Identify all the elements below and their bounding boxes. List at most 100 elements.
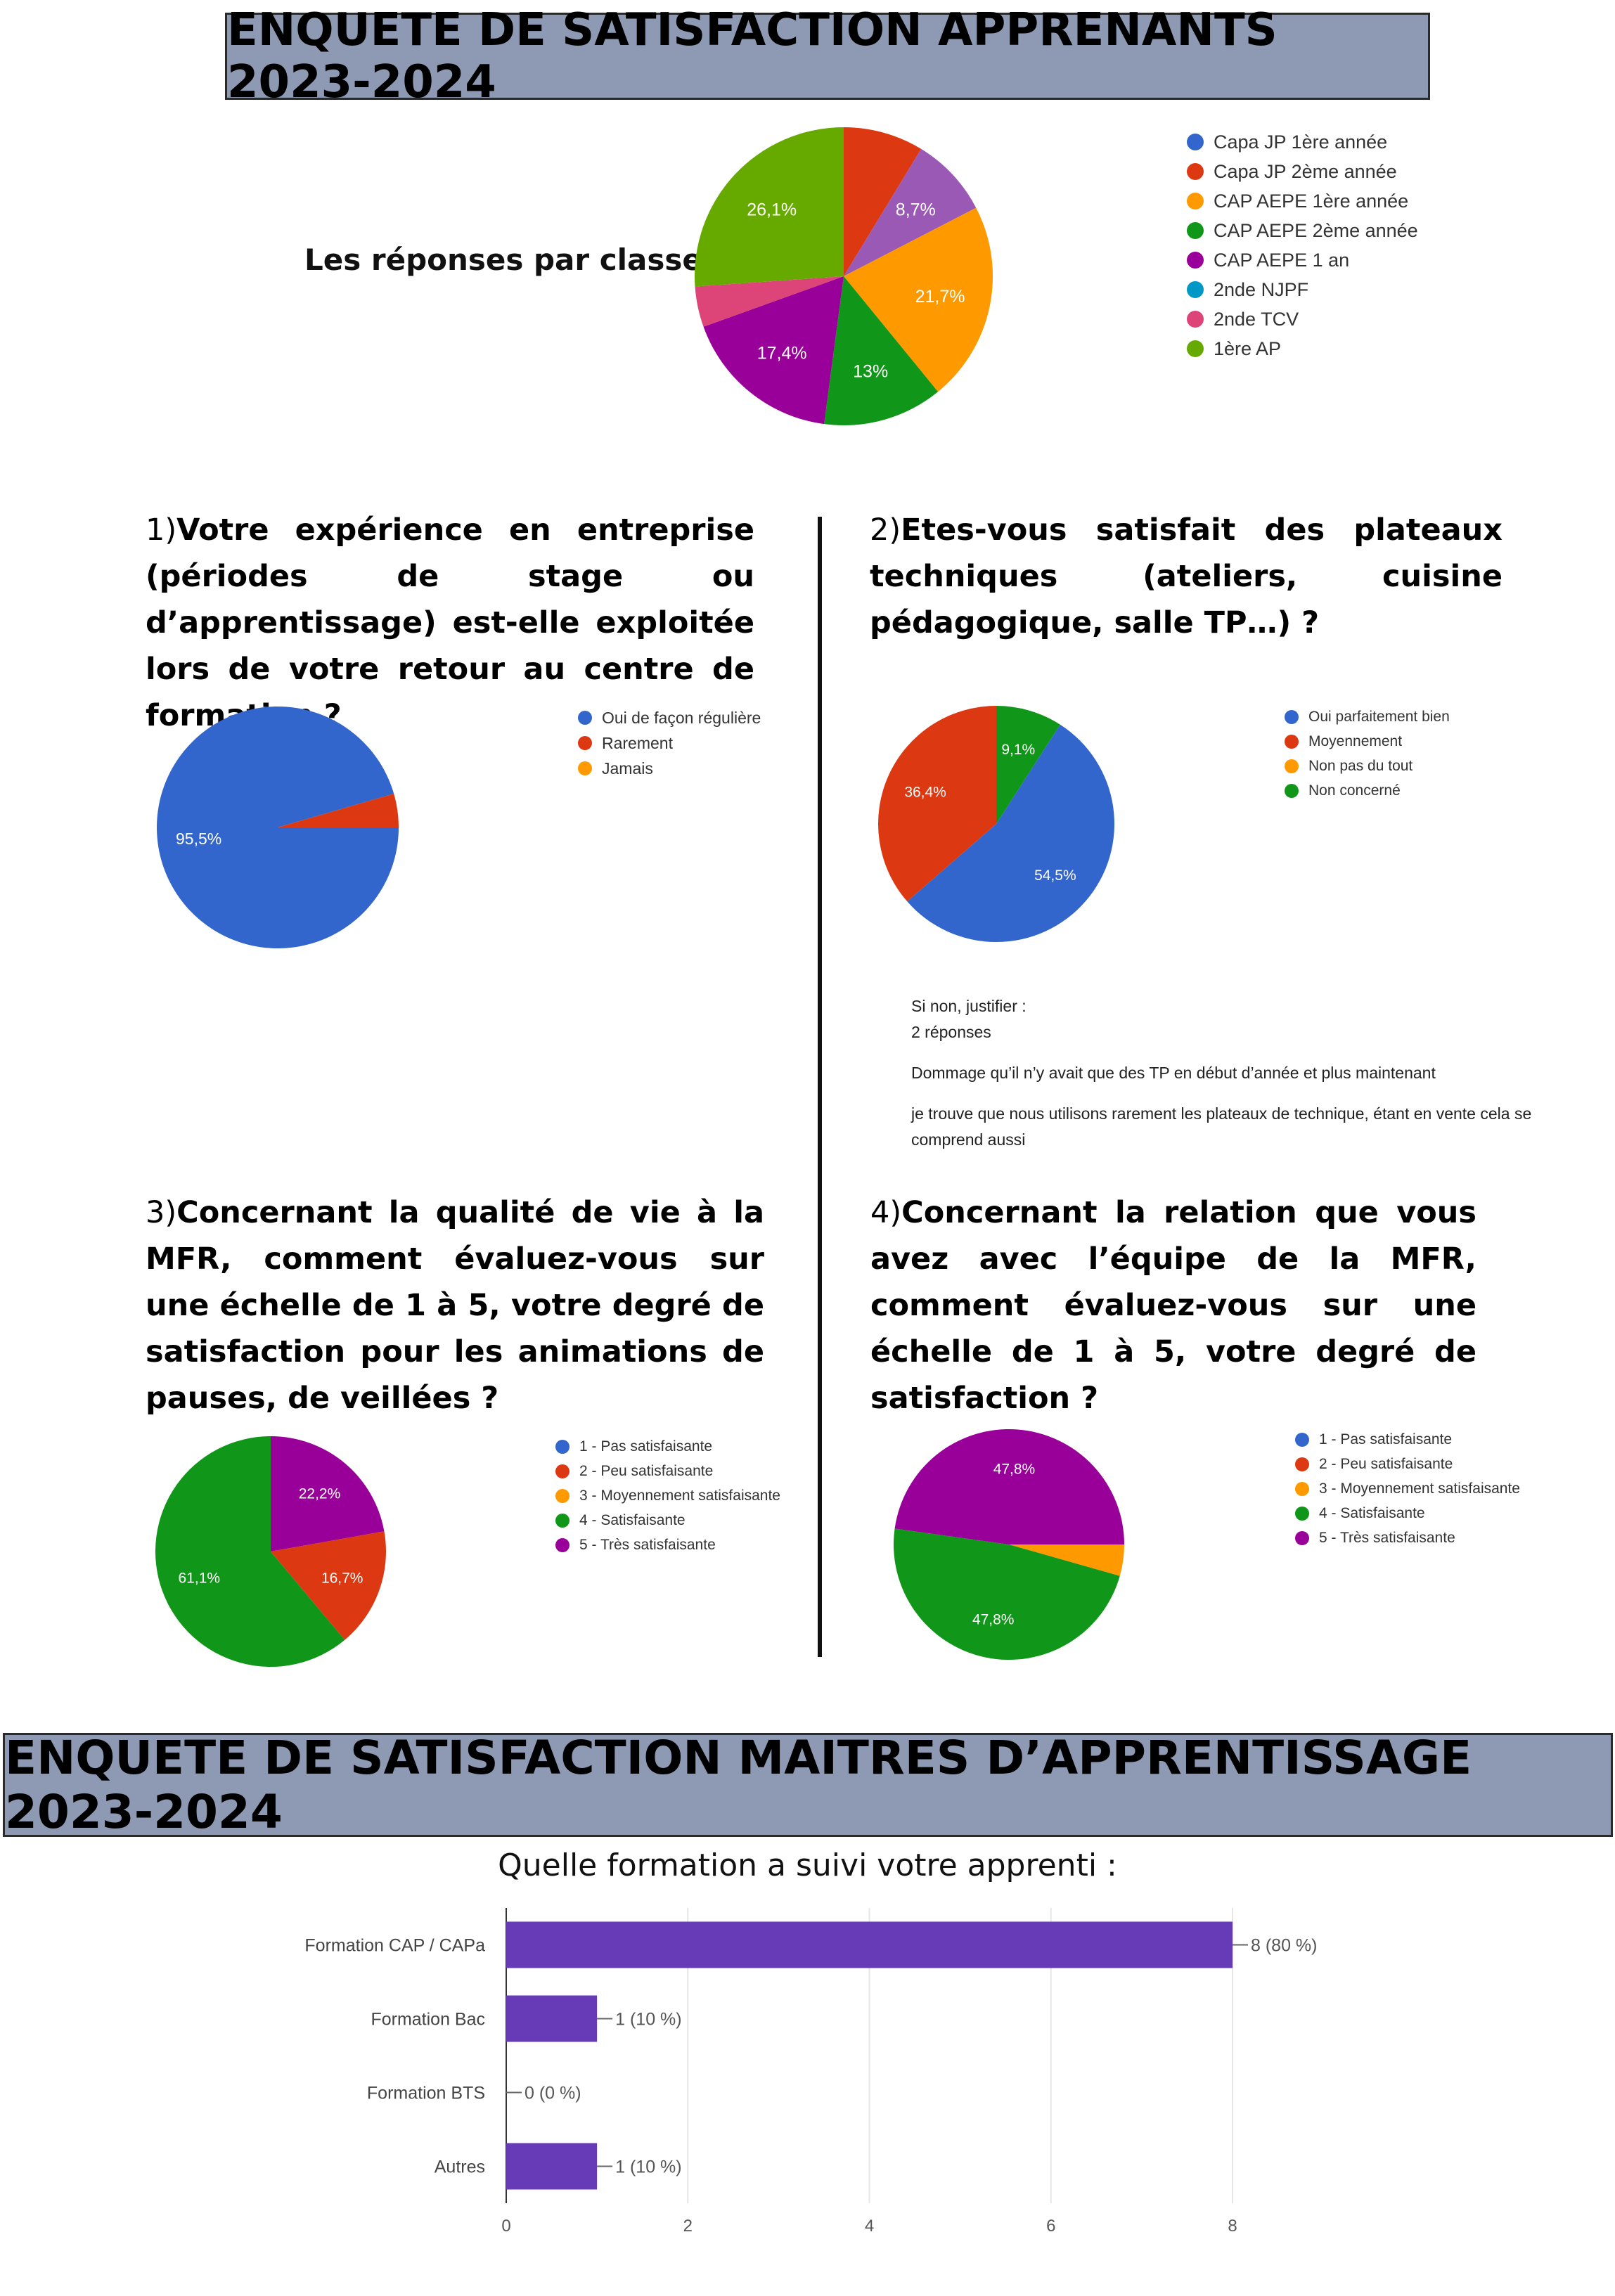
legend-label: Capa JP 1ère année bbox=[1214, 131, 1388, 153]
legend-dot-icon bbox=[555, 1488, 570, 1503]
question-number: 3) bbox=[146, 1195, 177, 1230]
pie-slice-label: 47,8% bbox=[993, 1461, 1036, 1477]
pie-slice-label: 22,2% bbox=[299, 1485, 341, 1502]
legend-q1: Oui de façon régulière Rarement Jamais bbox=[578, 705, 761, 781]
category-label: Formation BTS bbox=[367, 2084, 485, 2103]
column-divider bbox=[818, 517, 822, 1657]
justify-title: Si non, justifier : bbox=[911, 997, 1027, 1015]
legend-item: CAP AEPE 2ème année bbox=[1187, 216, 1418, 245]
bar-chart-training: 0 2 4 6 8 Formation CAP / CAPa 8 (80 %) Formati… bbox=[304, 1908, 1317, 2236]
legend-q4: 1 - Pas satisfaisante 2 - Peu satisfaisan… bbox=[1295, 1427, 1520, 1550]
category-label: Formation CAP / CAPa bbox=[304, 1936, 485, 1956]
legend-label: 2 - Peu satisfaisante bbox=[579, 1462, 714, 1479]
pie-slice-label: 61,1% bbox=[179, 1570, 221, 1586]
legend-label: 3 - Moyennement satisfaisante bbox=[579, 1487, 780, 1504]
pie-slice-label: 8,7% bbox=[896, 200, 936, 219]
x-tick-label: 6 bbox=[1046, 2217, 1055, 2236]
legend-label: 5 - Très satisfaisante bbox=[1319, 1529, 1455, 1546]
value-label: 1 (10 %) bbox=[615, 2158, 681, 2177]
legend-label: CAP AEPE 2ème année bbox=[1214, 219, 1418, 241]
legend-item: Non concerné bbox=[1285, 778, 1450, 803]
question-4: 4)Concernant la relation que vous avez a… bbox=[870, 1189, 1476, 1421]
pie-chart-q4: 47,8% 47,8% bbox=[894, 1429, 1124, 1660]
x-tick-label: 8 bbox=[1228, 2217, 1237, 2236]
legend-item: 4 - Satisfaisante bbox=[1295, 1501, 1520, 1526]
justification-answers: Si non, justifier : 2 réponses Dommage q… bbox=[911, 993, 1586, 1153]
legend-item: Capa JP 1ère année bbox=[1187, 127, 1418, 157]
justify-count: 2 réponses bbox=[911, 1023, 991, 1041]
pie-slice bbox=[157, 706, 399, 948]
legend-item: 5 - Très satisfaisante bbox=[1295, 1526, 1520, 1550]
legend-item: Non pas du tout bbox=[1285, 754, 1450, 778]
legend-q3: 1 - Pas satisfaisante 2 - Peu satisfaisan… bbox=[555, 1434, 780, 1557]
legend-label: Jamais bbox=[602, 759, 653, 778]
pie-slice bbox=[695, 276, 844, 327]
pie-slice-label: 13% bbox=[853, 361, 888, 381]
legend-item: 1 - Pas satisfaisante bbox=[555, 1434, 780, 1459]
x-tick-label: 4 bbox=[865, 2217, 874, 2236]
x-tick-label: 0 bbox=[501, 2217, 510, 2236]
legend-label: 2nde NJPF bbox=[1214, 278, 1309, 300]
category-label: Formation Bac bbox=[371, 2010, 485, 2030]
x-tick-label: 2 bbox=[683, 2217, 693, 2236]
legend-label: Non concerné bbox=[1308, 782, 1401, 799]
legend-label: CAP AEPE 1 an bbox=[1214, 249, 1350, 271]
legend-item: 2nde NJPF bbox=[1187, 275, 1418, 304]
legend-dot-icon bbox=[1295, 1457, 1309, 1471]
legend-item: Rarement bbox=[578, 730, 761, 756]
pie-slice-label: 17,4% bbox=[757, 344, 807, 363]
legend-item: Oui de façon régulière bbox=[578, 705, 761, 730]
legend-item: 2nde TCV bbox=[1187, 304, 1418, 334]
question-text: Votre expérience en entreprise (périodes… bbox=[146, 512, 754, 733]
pie-slice bbox=[278, 794, 399, 827]
question-1: 1)Votre expérience en entreprise (périod… bbox=[146, 507, 754, 739]
pie-slice bbox=[894, 1429, 1124, 1544]
pie-slice-label: 54,5% bbox=[1034, 868, 1076, 884]
legend-label: 4 - Satisfaisante bbox=[1319, 1504, 1425, 1521]
question-text: Concernant la relation que vous avez ave… bbox=[870, 1195, 1476, 1416]
question-2: 2)Etes-vous satisfait des plateaux techn… bbox=[870, 507, 1503, 646]
legend-item: 1 - Pas satisfaisante bbox=[1295, 1427, 1520, 1452]
legend-dot-icon bbox=[1187, 222, 1204, 239]
justify-answer-2: je trouve que nous utilisons rarement le… bbox=[911, 1104, 1532, 1149]
pie-slice bbox=[155, 1436, 345, 1667]
legend-dot-icon bbox=[1187, 340, 1204, 357]
pie-chart-q1: 95,5% bbox=[157, 706, 399, 948]
bar bbox=[506, 1995, 598, 2042]
legend-label: Rarement bbox=[602, 733, 673, 752]
bar-chart-title: Quelle formation a suivi votre apprenti … bbox=[498, 1847, 1117, 1883]
pie-slice bbox=[844, 207, 993, 392]
legend-label: Moyennement bbox=[1308, 733, 1403, 749]
question-number: 1) bbox=[146, 512, 177, 548]
legend-dot-icon bbox=[555, 1464, 570, 1478]
legend-dot-icon bbox=[1187, 134, 1204, 150]
legend-dot-icon bbox=[1295, 1432, 1309, 1447]
pie-chart-classes: 8,7% 21,7% 13% 17,4% 26,1% bbox=[695, 127, 993, 425]
legend-dot-icon bbox=[1187, 311, 1204, 328]
legend-item: CAP AEPE 1ère année bbox=[1187, 186, 1418, 216]
survey-banner-masters: ENQUETE DE SATISFACTION MAITRES D’APPREN… bbox=[3, 1731, 1613, 1839]
pie-slice-label: 21,7% bbox=[915, 287, 965, 307]
legend-dot-icon bbox=[555, 1537, 570, 1552]
pie-slice bbox=[894, 1528, 1120, 1660]
bar bbox=[506, 1921, 1233, 1968]
legend-item: 2 - Peu satisfaisante bbox=[1295, 1452, 1520, 1476]
legend-dot-icon bbox=[1295, 1530, 1309, 1545]
legend-label: 3 - Moyennement satisfaisante bbox=[1319, 1480, 1520, 1497]
legend-label: 1ère AP bbox=[1214, 337, 1282, 359]
pie-slice bbox=[695, 127, 844, 287]
legend-dot-icon bbox=[1295, 1481, 1309, 1496]
legend-item: 4 - Satisfaisante bbox=[555, 1508, 780, 1533]
legend-dot-icon bbox=[555, 1439, 570, 1454]
legend-classes: Capa JP 1ère année Capa JP 2ème année CAP … bbox=[1187, 127, 1418, 363]
legend-dot-icon bbox=[1285, 709, 1299, 724]
legend-label: 1 - Pas satisfaisante bbox=[1319, 1431, 1453, 1447]
legend-dot-icon bbox=[578, 736, 592, 750]
legend-dot-icon bbox=[1187, 193, 1204, 209]
legend-label: 4 - Satisfaisante bbox=[579, 1511, 686, 1528]
justify-answer-1: Dommage qu’il n’y avait que des TP en dé… bbox=[911, 1064, 1436, 1082]
legend-dot-icon bbox=[1285, 759, 1299, 773]
legend-dot-icon bbox=[1187, 163, 1204, 180]
bar bbox=[506, 2143, 598, 2190]
pie-slice bbox=[1009, 1544, 1124, 1576]
